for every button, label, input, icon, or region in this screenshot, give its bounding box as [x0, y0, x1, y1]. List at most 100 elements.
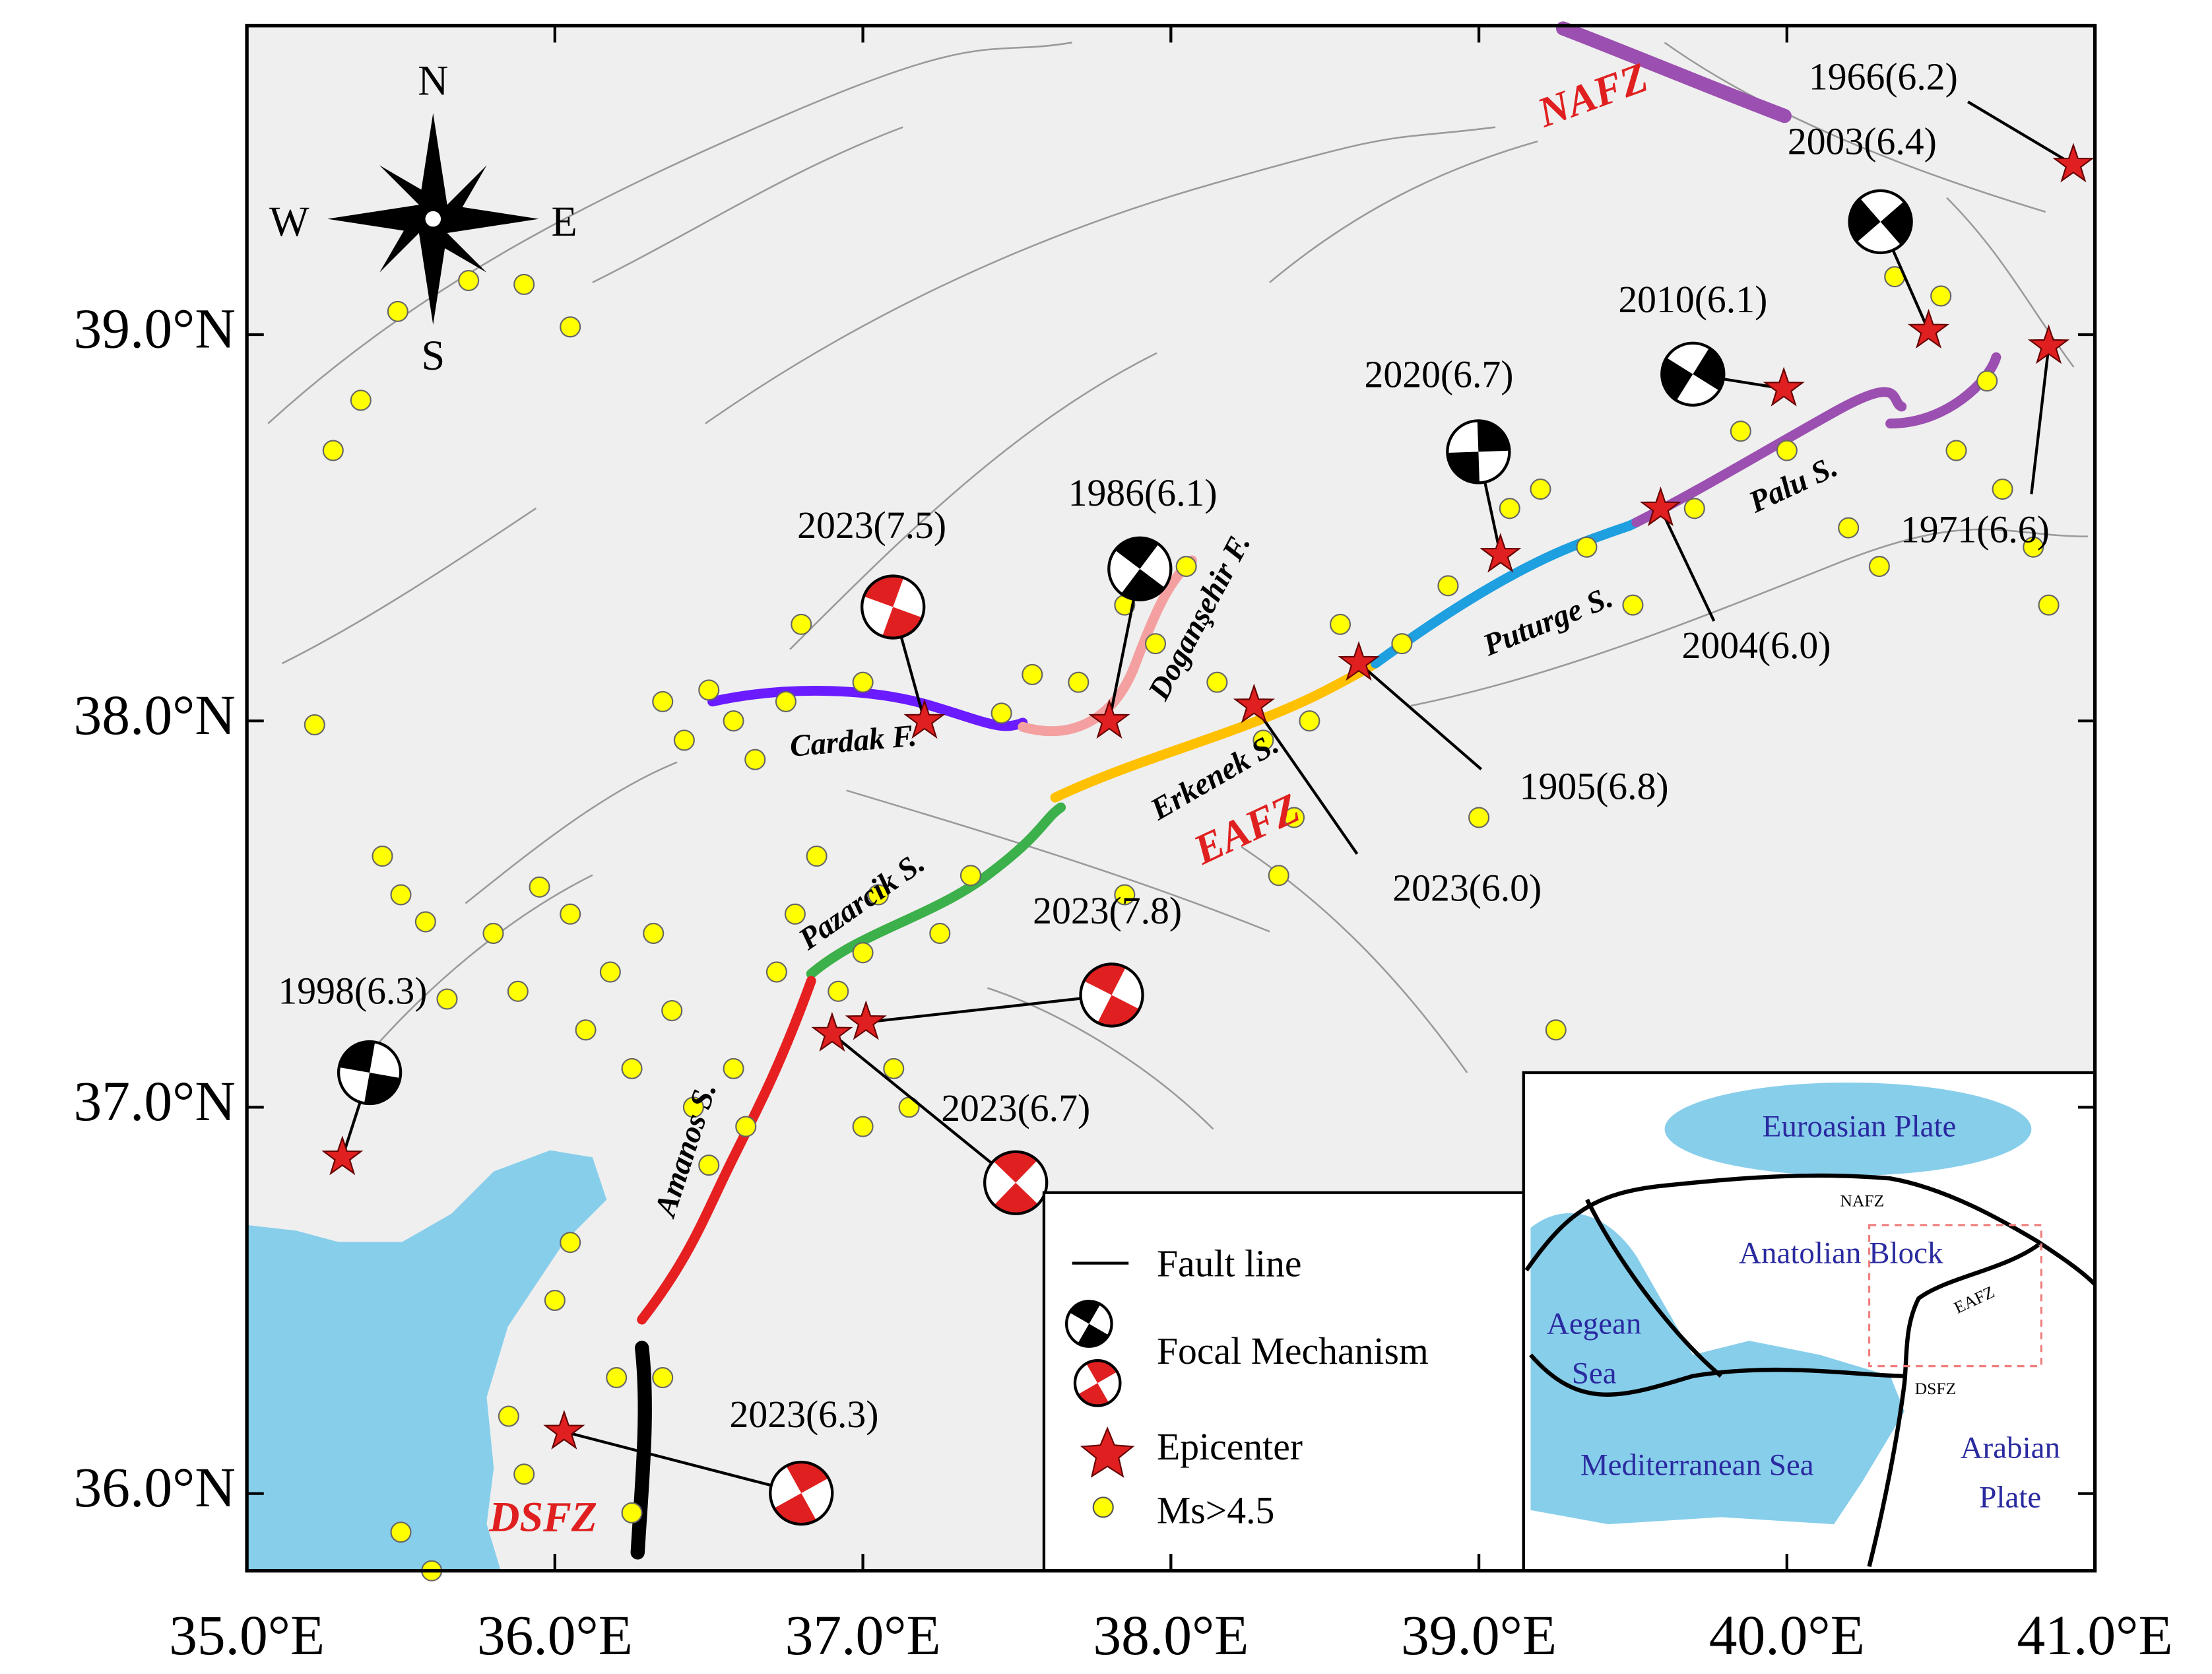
event-label: 2003(6.4) [1788, 121, 1937, 163]
epicenter [1763, 366, 1805, 407]
epicenter [1480, 533, 1522, 573]
zone-label: DSFZ [488, 1494, 597, 1541]
earthquake [852, 942, 874, 964]
inset-label: Euroasian Plate [1763, 1109, 1957, 1143]
erkenek-segment [1050, 658, 1381, 803]
earthquake [529, 876, 550, 898]
earthquake [806, 845, 828, 867]
earthquake [867, 884, 889, 906]
leader-line [1357, 661, 1483, 771]
earthquake [414, 911, 436, 933]
earthquake [1022, 663, 1043, 685]
dsfz-segment [630, 1341, 652, 1560]
event-label: 1966(6.2) [1809, 56, 1958, 98]
ball-outline [1446, 419, 1511, 485]
compass-center [424, 209, 443, 228]
earthquake [698, 679, 720, 701]
earthquake [1206, 671, 1228, 693]
puturge-segment [1370, 517, 1642, 669]
earthquake [1144, 633, 1167, 655]
earthquake [1391, 633, 1413, 655]
earthquake [723, 710, 744, 732]
earthquake [1838, 517, 1860, 539]
earthquake [1299, 710, 1320, 732]
ball-quadrant [1078, 1323, 1109, 1347]
earthquake [1576, 536, 1598, 558]
earthquake [682, 1096, 704, 1118]
earthquake [513, 1463, 535, 1485]
earthquake [560, 1232, 581, 1254]
legend-dot [1092, 1496, 1114, 1518]
earthquake [1730, 420, 1751, 442]
leader-line [1659, 508, 1716, 622]
ball-outline [1065, 1300, 1113, 1348]
earthquake [828, 980, 849, 1002]
ball-quadrant [1477, 420, 1510, 452]
earthquake [652, 1366, 674, 1389]
leader-line [1252, 704, 1359, 855]
ball-quadrant [774, 1493, 817, 1525]
ball-outline [1073, 1358, 1122, 1407]
earthquake [1268, 865, 1289, 887]
x-tick-label: 35.0°E [169, 1605, 325, 1667]
sea [247, 1150, 607, 1571]
leader-line [2030, 346, 2050, 494]
epicenter [1088, 698, 1130, 739]
earthquake [1622, 594, 1644, 616]
earthquake [390, 1522, 412, 1543]
earthquake [791, 613, 812, 635]
compass: N E S W [269, 57, 577, 379]
ball-quadrant [1662, 357, 1693, 401]
epicenter [811, 1011, 853, 1052]
ball-outline [1660, 341, 1726, 407]
ball-quadrant [339, 1041, 375, 1073]
event-label: 1998(6.3) [278, 971, 427, 1013]
earthquake [765, 961, 787, 983]
inset-boundaries [1524, 1173, 2097, 1567]
legend: Fault line Focal Mechanism Epicenter Ms>… [1042, 1191, 1525, 1572]
epicenter [2052, 143, 2095, 183]
earthquake [775, 690, 797, 712]
event-label: 1971(6.6) [1901, 510, 2050, 551]
y-tick-label: 36.0°N [73, 1457, 236, 1519]
epicenter [903, 698, 946, 739]
earthquake [544, 1289, 566, 1312]
event-label: 2020(6.7) [1365, 354, 1514, 395]
ball-quadrant [1447, 452, 1480, 483]
inset-sea [1664, 1082, 2032, 1176]
legend-text: Epicenter [1157, 1426, 1303, 1468]
earthquake [698, 1155, 720, 1176]
epicenter [543, 1409, 585, 1450]
earthquake [2038, 594, 2060, 616]
earthquake [1930, 285, 1952, 307]
leader-line [831, 1032, 1017, 1184]
earthquake [1945, 440, 1967, 461]
ball-quadrant [364, 1073, 401, 1104]
inset-fault-label: DSFZ [1915, 1379, 1957, 1398]
earthquake [1068, 671, 1090, 693]
ball-quadrant [1121, 568, 1165, 600]
leader-line [564, 1430, 802, 1495]
x-tick-label: 36.0°E [477, 1605, 633, 1667]
earthquake [784, 903, 806, 925]
ball-quadrant [1078, 1383, 1109, 1406]
earthquake [1530, 479, 1551, 500]
earthquake [387, 300, 408, 322]
event-label: 2023(6.7) [941, 1088, 1090, 1129]
earthquake [960, 865, 981, 887]
leader-line [1967, 100, 2074, 166]
ball-outline [769, 1460, 834, 1526]
inset-label: Mediterranean Sea [1580, 1448, 1814, 1482]
leader-line [866, 993, 1112, 1024]
event-label: 2023(7.8) [1033, 890, 1182, 932]
earthquake [1252, 729, 1274, 751]
legend-text: Focal Mechanism [1157, 1331, 1429, 1372]
earthquake [390, 884, 412, 906]
earthquake [1976, 370, 1998, 392]
x-tick-label: 37.0°E [785, 1605, 941, 1667]
ball-quadrant [1069, 1301, 1101, 1324]
earthquake [436, 988, 458, 1010]
earthquake [1499, 498, 1520, 519]
earthquake [621, 1057, 643, 1079]
compass-letter: N [418, 57, 448, 104]
